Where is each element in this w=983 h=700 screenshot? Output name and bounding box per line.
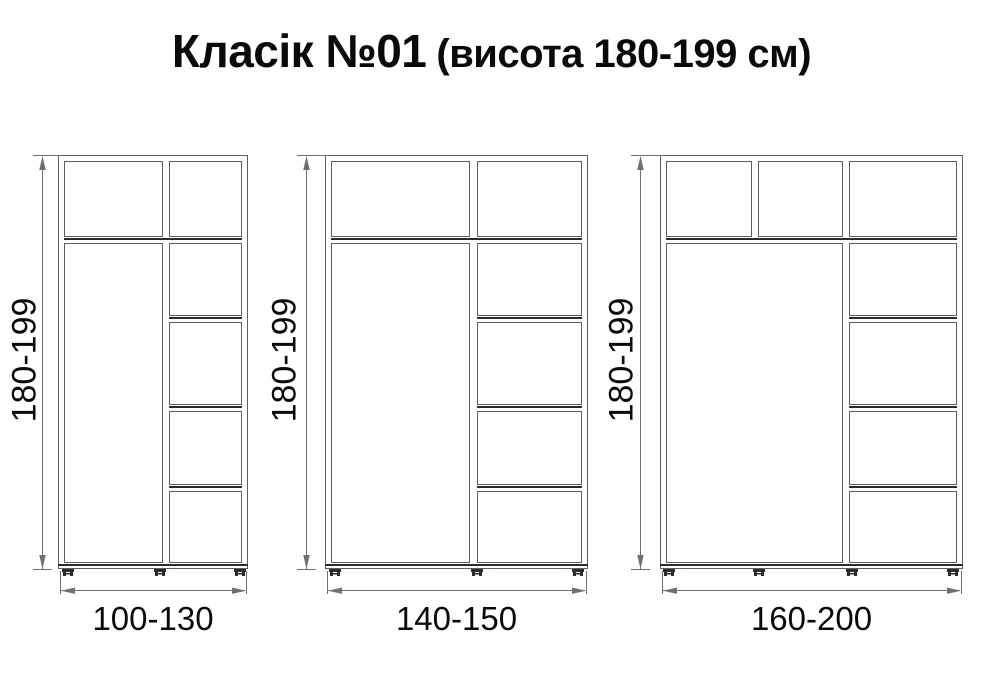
compartment [477, 411, 582, 485]
dim-arrow-up-icon [637, 156, 644, 170]
compartment [64, 161, 163, 237]
compartment [849, 161, 957, 237]
compartment [849, 243, 957, 316]
height-dim-line [640, 157, 642, 569]
shelf-front-edge [169, 406, 242, 409]
shelf-front-edge [849, 317, 957, 320]
width-dim-ext-left [662, 571, 663, 594]
width-dim-ext-right [586, 571, 587, 594]
shelf-front-edge [169, 317, 242, 320]
height-dim-ext-top [631, 154, 663, 156]
dim-arrow-right-icon [947, 587, 961, 594]
shelf-front-edge [849, 486, 957, 489]
compartment [477, 491, 582, 563]
width-label: 140-150 [395, 600, 518, 637]
shelf-front-edge [331, 238, 582, 241]
compartment [758, 161, 843, 237]
dim-arrow-down-icon [303, 555, 310, 569]
wardrobe-140-150 [325, 155, 588, 576]
dim-arrow-up-icon [303, 156, 310, 170]
cabinet-foot [947, 569, 959, 576]
cabinet-outer-frame [325, 155, 588, 569]
shelf-front-edge [64, 238, 242, 241]
cabinet-outer-frame [58, 155, 248, 569]
compartment [477, 161, 582, 237]
height-dim-ext-bottom [33, 568, 52, 570]
compartment [169, 243, 242, 316]
cabinet-outer-frame [660, 155, 963, 569]
compartment [477, 243, 582, 316]
compartment [666, 243, 843, 563]
height-dim-ext-top [297, 154, 328, 156]
compartment [169, 322, 242, 405]
width-dim-ext-left [327, 571, 328, 594]
compartment [666, 161, 752, 237]
width-dim-ext-right [246, 571, 247, 594]
cabinet-foot [753, 569, 765, 576]
height-dim-ext-bottom [631, 568, 650, 570]
compartment [169, 411, 242, 485]
shelf-front-edge [477, 486, 582, 489]
shelf-front-edge [666, 238, 957, 241]
shelf-front-edge [325, 564, 588, 567]
width-dim-ext-right [961, 571, 962, 594]
shelf-front-edge [58, 564, 248, 567]
height-dim-ext-top [33, 154, 61, 156]
dim-arrow-right-icon [232, 587, 246, 594]
width-dim-ext-left [60, 571, 61, 594]
compartment [169, 161, 242, 237]
compartment [477, 322, 582, 405]
page-title: Класік №01 (висота 180-199 см) [0, 24, 983, 78]
wardrobe-100-130 [58, 155, 248, 576]
cabinet-foot [154, 569, 166, 576]
compartment [331, 243, 470, 563]
compartment [64, 243, 163, 563]
title-sub: (висота 180-199 см) [436, 32, 812, 76]
width-dim-line [61, 590, 245, 592]
dim-arrow-down-icon [39, 555, 46, 569]
dim-arrow-left-icon [663, 587, 677, 594]
compartment [169, 491, 242, 563]
cabinet-foot [62, 569, 74, 576]
cabinet-foot [471, 569, 483, 576]
height-dim-line [42, 157, 44, 569]
cabinet-foot [846, 569, 858, 576]
title-main: Класік №01 [171, 25, 427, 77]
cabinet-foot [572, 569, 584, 576]
dim-arrow-left-icon [328, 587, 342, 594]
compartment [849, 411, 957, 485]
compartment [849, 322, 957, 405]
height-dim-ext-bottom [297, 568, 316, 570]
shelf-front-edge [477, 317, 582, 320]
cabinet-foot [663, 569, 675, 576]
compartment [331, 161, 470, 237]
shelf-front-edge [849, 406, 957, 409]
shelf-front-edge [477, 406, 582, 409]
width-label: 100-130 [92, 600, 214, 637]
height-label: 180-199 [5, 297, 44, 423]
dim-arrow-left-icon [61, 587, 75, 594]
cabinet-foot [234, 569, 246, 576]
width-label: 160-200 [750, 600, 873, 637]
cabinet-foot [329, 569, 341, 576]
compartment [849, 491, 957, 563]
shelf-front-edge [660, 564, 963, 567]
shelf-front-edge [169, 486, 242, 489]
width-dim-line [328, 590, 585, 592]
dim-arrow-down-icon [637, 555, 644, 569]
height-label: 180-199 [265, 297, 304, 423]
dim-arrow-right-icon [572, 587, 586, 594]
wardrobe-160-200 [660, 155, 963, 576]
height-dim-line [306, 157, 308, 569]
height-label: 180-199 [602, 297, 641, 423]
dim-arrow-up-icon [39, 156, 46, 170]
width-dim-line [663, 590, 960, 592]
